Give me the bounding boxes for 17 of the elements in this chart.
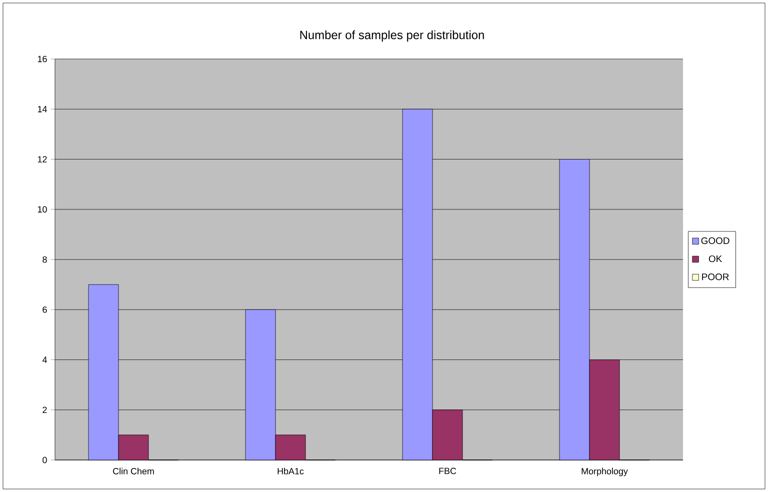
y-tick-label: 2 [42,406,47,414]
y-tick-label: 14 [38,106,47,112]
y-tick-label: 12 [38,156,47,162]
chart-title: Number of samples per distribution [300,30,484,42]
x-tick-label: HbA1c [278,468,304,474]
y-tick-label: 4 [42,356,47,363]
legend-label: GOOD [701,237,730,244]
y-tick-label: 8 [42,256,47,263]
x-tick-label: Morphology [582,468,628,476]
y-tick-label: 6 [42,306,47,313]
y-tick-label: 10 [38,206,47,213]
y-tick-label: 0 [42,456,47,464]
x-tick-label: Clin Chem [113,468,154,474]
legend-label: OK [708,255,722,262]
y-tick-label: 16 [38,56,47,62]
legend-label: POOR [702,274,729,280]
x-tick-label: FBC [439,468,456,474]
